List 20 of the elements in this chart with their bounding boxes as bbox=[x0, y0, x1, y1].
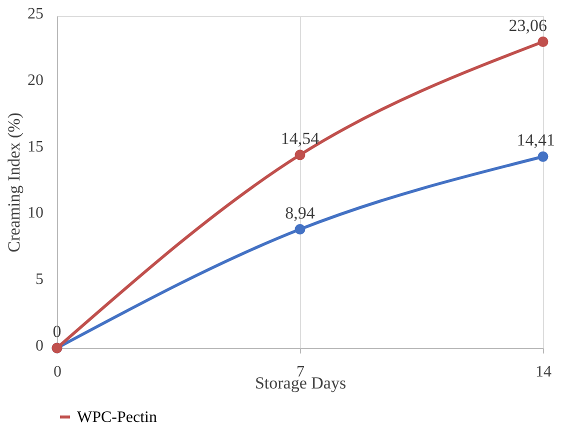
x-tick-label: 7 bbox=[296, 364, 304, 380]
y-tick-label: 20 bbox=[28, 72, 44, 89]
point bbox=[294, 224, 306, 235]
data-label: 14,54 bbox=[280, 128, 320, 148]
y-tick-label: 10 bbox=[28, 204, 44, 222]
data-label: 8,94 bbox=[285, 203, 316, 222]
y-tick-label: 5 bbox=[36, 271, 44, 288]
data-label: 14,41 bbox=[516, 130, 555, 150]
data-label: 0 bbox=[52, 322, 62, 341]
point bbox=[538, 36, 548, 47]
y-axis-title: Creaming Index (%) bbox=[4, 112, 24, 252]
data-label: 23,06 bbox=[508, 16, 547, 35]
point bbox=[294, 150, 306, 160]
y-tick-label: 0 bbox=[36, 338, 44, 354]
x-tick-label: 14 bbox=[536, 364, 552, 380]
y-tick-label: 15 bbox=[28, 138, 44, 156]
point bbox=[538, 151, 548, 162]
legend-label: WPC-Pectin bbox=[77, 409, 157, 426]
y-tick-label: 25 bbox=[28, 6, 44, 22]
x-tick-label: 0 bbox=[54, 364, 62, 380]
